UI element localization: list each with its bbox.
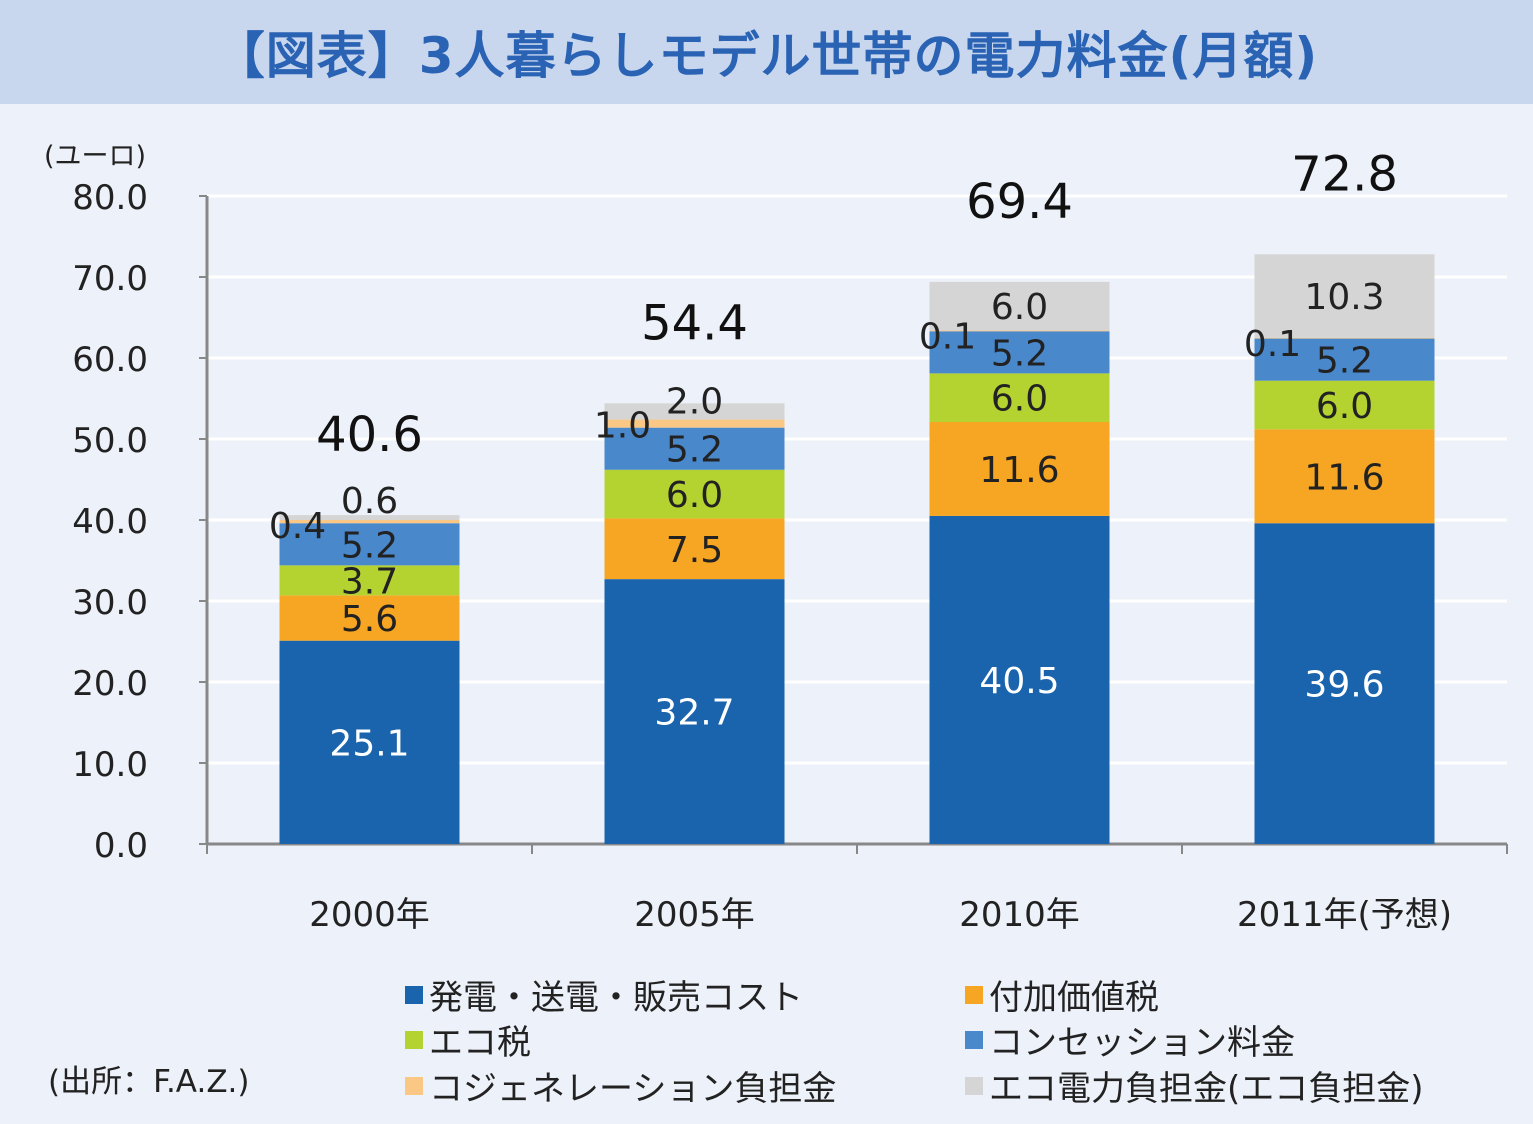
chart-title: 【図表】3人暮らしモデル世帯の電力料金(月額) xyxy=(214,27,1319,85)
segment-label: 0.6 xyxy=(341,481,398,522)
segment-label: 11.6 xyxy=(979,450,1059,491)
y-axis-unit-label: (ユーロ) xyxy=(44,141,147,172)
segment-label: 6.0 xyxy=(991,287,1048,328)
segment-label: 5.2 xyxy=(666,430,723,471)
bar-segment xyxy=(279,520,460,524)
segment-label: 0.1 xyxy=(1244,324,1301,365)
legend-item-eco-power-levy: エコ電力負担金(エコ負担金) xyxy=(965,1061,1424,1110)
y-tick-label: 60.0 xyxy=(72,340,148,380)
source-note: (出所：F.A.Z.) xyxy=(48,1064,250,1100)
legend-item-eco-tax: エコ税 xyxy=(405,1015,531,1064)
legend-item-generation-cost: 発電・送電・販売コスト xyxy=(405,970,803,1019)
legend-swatch xyxy=(405,1076,423,1095)
segment-label: 1.0 xyxy=(594,406,651,447)
legend-label: 発電・送電・販売コスト xyxy=(429,978,803,1018)
bar-segment xyxy=(929,331,1110,374)
segment-label: 6.0 xyxy=(991,379,1048,420)
bar-segment xyxy=(1254,380,1435,430)
legend-item-concession-fee: コンセッション料金 xyxy=(965,1015,1295,1064)
segment-label: 7.5 xyxy=(666,530,723,571)
total-label: 69.4 xyxy=(966,174,1073,230)
bar-segment xyxy=(279,640,460,844)
bar-segment xyxy=(279,515,460,520)
legend-swatch xyxy=(965,985,983,1004)
segment-label: 25.1 xyxy=(329,723,409,764)
bar-segment xyxy=(929,515,1110,844)
legend-swatch xyxy=(965,1030,983,1049)
bar-segment xyxy=(1254,254,1435,338)
x-category-label: 2000年 xyxy=(309,895,430,935)
bar-segment xyxy=(929,421,1110,516)
y-tick-label: 30.0 xyxy=(72,583,148,623)
segment-label: 3.7 xyxy=(341,561,398,602)
bar-segment xyxy=(604,403,785,420)
y-tick-label: 20.0 xyxy=(72,664,148,704)
stacked-bar-chart: 0.0 10.0 20.0 30.0 40.0 50.0 60.0 70.0 80.0 25.1 5… xyxy=(72,146,1508,935)
segment-label: 32.7 xyxy=(654,693,734,734)
legend-item-cogeneration-levy: コジェネレーション負担金 xyxy=(405,1061,836,1110)
bar-segment xyxy=(279,565,460,596)
bar-segment xyxy=(929,330,1110,332)
legend-label: コンセッション料金 xyxy=(989,1023,1295,1063)
segment-label: 0.4 xyxy=(269,506,326,547)
bar-segment xyxy=(1254,523,1435,844)
bar-segment xyxy=(929,281,1110,331)
segment-label: 0.1 xyxy=(919,316,976,357)
segment-label: 40.5 xyxy=(979,661,1059,702)
title-bar: 【図表】3人暮らしモデル世帯の電力料金(月額) xyxy=(0,0,1533,104)
bar-segment xyxy=(279,595,460,641)
y-tick-label: 50.0 xyxy=(72,421,148,461)
x-category-label: 2010年 xyxy=(959,895,1080,935)
segment-label: 5.2 xyxy=(1316,341,1373,382)
legend-item-vat: 付加価値税 xyxy=(965,970,1159,1019)
bar-segment xyxy=(604,427,785,470)
segment-label: 11.6 xyxy=(1304,457,1384,498)
legend-label: 付加価値税 xyxy=(989,978,1159,1018)
legend-label: コジェネレーション負担金 xyxy=(429,1069,837,1109)
segment-label: 2.0 xyxy=(666,381,723,422)
segment-label: 39.6 xyxy=(1304,665,1384,706)
legend-swatch xyxy=(405,1030,423,1049)
segment-label: 5.2 xyxy=(341,525,398,566)
chart-legend: 発電・送電・販売コスト 付加価値税 エコ税 コンセッション料金 コジェネレーショ… xyxy=(405,970,1505,1110)
x-category-label: 2005年 xyxy=(634,895,755,935)
bar-segment xyxy=(279,523,460,566)
bar-segment xyxy=(604,469,785,519)
y-tick-label: 40.0 xyxy=(72,502,148,542)
legend-label: エコ税 xyxy=(429,1023,531,1063)
bar-segment xyxy=(604,518,785,580)
bar-segment xyxy=(929,373,1110,422)
legend-swatch xyxy=(965,1076,983,1095)
bar-segment xyxy=(1254,338,1435,381)
bar-segment xyxy=(604,419,785,428)
bar-segment xyxy=(1254,429,1435,524)
segment-label: 10.3 xyxy=(1304,277,1384,318)
y-tick-label: 0.0 xyxy=(94,826,148,866)
bar-segment xyxy=(1254,337,1435,339)
bar-segment xyxy=(604,579,785,844)
segment-label: 6.0 xyxy=(666,475,723,516)
y-tick-label: 10.0 xyxy=(72,745,148,785)
segment-label: 5.6 xyxy=(341,599,398,640)
legend-swatch xyxy=(405,985,423,1004)
x-category-label: 2011年(予想) xyxy=(1237,895,1452,935)
total-label: 54.4 xyxy=(641,295,748,351)
y-tick-label: 70.0 xyxy=(72,259,148,299)
total-label: 72.8 xyxy=(1291,146,1398,202)
segment-label: 5.2 xyxy=(991,333,1048,374)
y-tick-label: 80.0 xyxy=(72,178,148,218)
total-label: 40.6 xyxy=(316,407,423,463)
segment-label: 6.0 xyxy=(1316,386,1373,427)
legend-label: エコ電力負担金(エコ負担金) xyxy=(989,1069,1424,1109)
